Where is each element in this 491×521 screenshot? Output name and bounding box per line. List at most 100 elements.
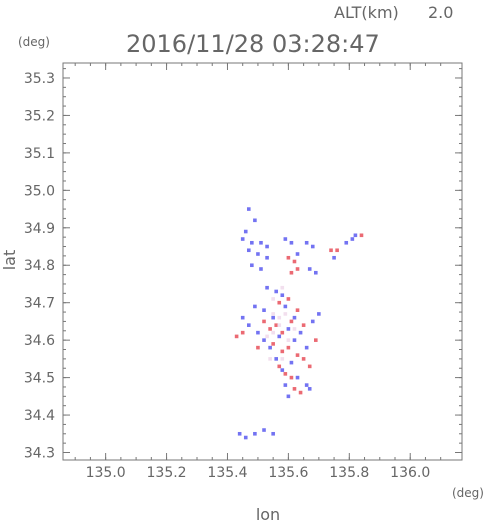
data-point-negative bbox=[332, 255, 336, 260]
data-point-positive bbox=[286, 345, 291, 350]
data-point-positive bbox=[274, 323, 279, 327]
x-tick-label: 135.6 bbox=[268, 465, 308, 481]
data-point-negative bbox=[256, 252, 260, 256]
data-point-negative bbox=[262, 308, 266, 312]
data-point-positive bbox=[301, 323, 306, 327]
data-point-neutral bbox=[286, 338, 291, 342]
data-point-negative bbox=[295, 252, 300, 256]
data-point-positive bbox=[262, 319, 266, 324]
data-point-neutral bbox=[280, 285, 285, 290]
y-axis-label: lat bbox=[0, 250, 19, 271]
data-point-negative bbox=[268, 345, 272, 350]
data-point-negative bbox=[280, 368, 285, 372]
data-point-negative bbox=[277, 334, 282, 339]
data-point-negative bbox=[292, 315, 297, 320]
data-point-neutral bbox=[277, 323, 282, 327]
data-point-positive bbox=[301, 357, 306, 361]
y-tick-label: 35.1 bbox=[24, 146, 55, 162]
data-point-positive bbox=[295, 267, 300, 271]
x-tick-label: 135.4 bbox=[207, 465, 247, 481]
data-point-positive bbox=[359, 233, 364, 238]
data-point-negative bbox=[271, 315, 275, 320]
data-point-negative bbox=[256, 330, 260, 335]
data-point-neutral bbox=[277, 315, 282, 320]
data-point-positive bbox=[277, 364, 282, 369]
data-point-positive bbox=[295, 308, 300, 312]
data-point-negative bbox=[283, 237, 288, 241]
x-tick-label: 135.8 bbox=[329, 465, 369, 481]
data-point-positive bbox=[286, 255, 291, 260]
data-point-neutral bbox=[280, 357, 285, 361]
data-point-negative bbox=[262, 338, 266, 342]
data-point-positive bbox=[280, 349, 285, 354]
data-point-neutral bbox=[283, 312, 288, 316]
data-point-negative bbox=[353, 233, 358, 238]
data-point-negative bbox=[283, 304, 288, 309]
data-point-positive bbox=[234, 334, 239, 339]
data-point-positive bbox=[307, 364, 312, 369]
data-point-negative bbox=[304, 383, 309, 387]
data-point-negative bbox=[259, 240, 263, 245]
y-tick-label: 35.3 bbox=[24, 71, 55, 87]
altitude-value: 2.0 bbox=[428, 3, 453, 22]
data-point-positive bbox=[286, 297, 291, 301]
data-point-negative bbox=[265, 285, 269, 290]
data-point-positive bbox=[335, 248, 339, 253]
data-point-negative bbox=[280, 293, 285, 298]
data-point-positive bbox=[314, 338, 318, 342]
data-point-positive bbox=[292, 259, 297, 264]
data-point-negative bbox=[253, 304, 257, 309]
data-point-neutral bbox=[265, 334, 269, 339]
data-point-positive bbox=[277, 300, 282, 305]
data-point-negative bbox=[253, 218, 257, 223]
y-tick-label: 34.7 bbox=[24, 296, 55, 312]
data-point-positive bbox=[289, 375, 294, 380]
y-tick-label: 34.6 bbox=[24, 333, 55, 349]
data-point-negative bbox=[289, 360, 294, 365]
data-point-negative bbox=[246, 323, 251, 327]
data-point-negative bbox=[286, 327, 291, 331]
data-point-positive bbox=[289, 319, 294, 324]
chart-title: 2016/11/28 03:28:47 bbox=[126, 30, 380, 58]
data-point-negative bbox=[317, 312, 321, 316]
data-point-negative bbox=[246, 207, 251, 211]
data-points bbox=[234, 207, 364, 440]
data-point-negative bbox=[253, 431, 257, 436]
data-point-negative bbox=[289, 240, 294, 245]
x-axis-label: lon bbox=[256, 505, 280, 521]
data-point-negative bbox=[310, 244, 315, 249]
x-tick-label: 135.0 bbox=[86, 465, 126, 481]
data-point-positive bbox=[283, 372, 288, 376]
data-point-negative bbox=[298, 330, 303, 335]
data-point-negative bbox=[265, 244, 269, 249]
y-tick-label: 34.5 bbox=[24, 371, 55, 387]
data-point-positive bbox=[240, 330, 245, 335]
data-point-negative bbox=[307, 387, 312, 391]
data-point-negative bbox=[344, 240, 349, 245]
y-tick-label: 34.3 bbox=[24, 446, 55, 462]
y-tick-label: 34.8 bbox=[24, 258, 55, 274]
data-point-neutral bbox=[268, 357, 272, 361]
y-tick-label: 34.4 bbox=[24, 408, 55, 424]
data-point-negative bbox=[307, 267, 312, 271]
data-point-positive bbox=[295, 353, 300, 357]
data-point-negative bbox=[262, 428, 266, 432]
data-point-positive bbox=[271, 342, 275, 346]
data-point-negative bbox=[250, 263, 254, 268]
data-point-negative bbox=[283, 383, 288, 387]
y-tick-label: 35.0 bbox=[24, 183, 55, 199]
data-point-negative bbox=[292, 338, 297, 342]
data-point-negative bbox=[295, 375, 300, 380]
data-point-negative bbox=[310, 319, 315, 324]
data-point-positive bbox=[329, 248, 333, 253]
data-point-negative bbox=[314, 270, 318, 275]
data-point-positive bbox=[256, 345, 260, 350]
data-point-positive bbox=[280, 330, 285, 335]
data-point-positive bbox=[268, 327, 272, 331]
data-point-neutral bbox=[292, 327, 297, 331]
data-point-neutral bbox=[271, 330, 275, 335]
data-point-negative bbox=[243, 435, 248, 440]
data-point-negative bbox=[259, 267, 263, 271]
x-tick-label: 136.0 bbox=[390, 465, 430, 481]
